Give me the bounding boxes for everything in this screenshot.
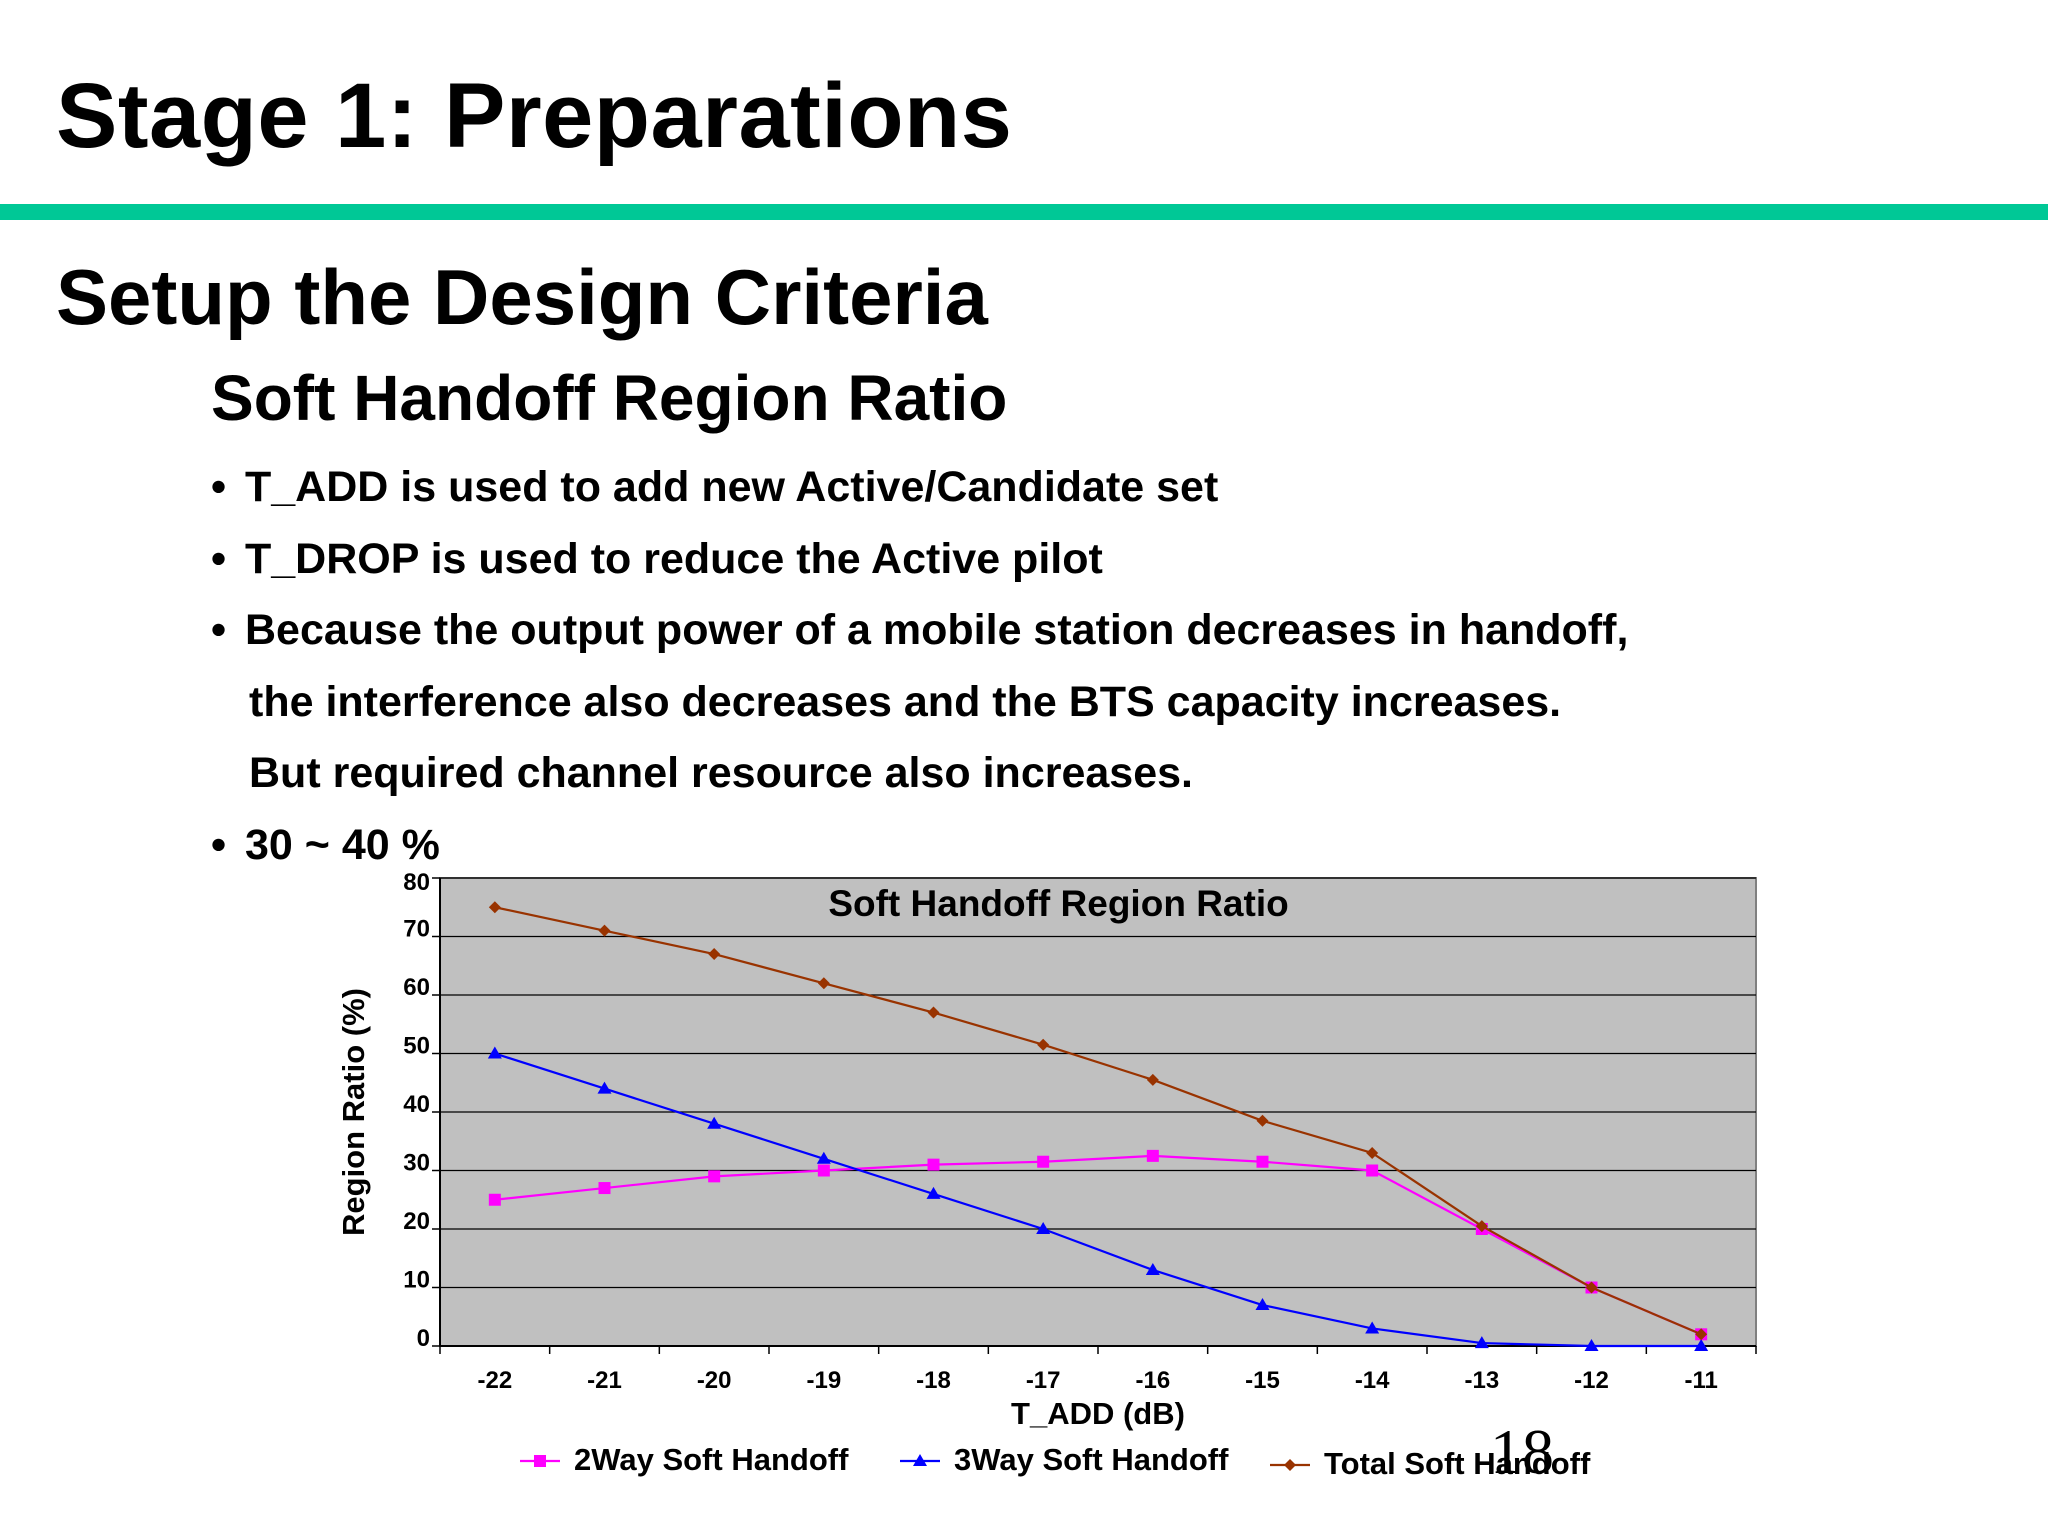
legend-marker-total-soft-handoff	[1284, 1459, 1296, 1471]
x-tick-label: -18	[916, 1367, 951, 1394]
slide-title: Stage 1: Preparations	[56, 70, 1012, 162]
bullet-text: 30 ~ 40 %	[245, 821, 440, 869]
bullet-item: T_ADD is used to add new Active/Candidat…	[211, 452, 1628, 524]
sub-heading: Soft Handoff Region Ratio	[211, 366, 1007, 430]
y-tick-label: 70	[403, 916, 430, 943]
bullet-text: Because the output power of a mobile sta…	[245, 606, 1628, 654]
x-axis-label: T_ADD (dB)	[1011, 1396, 1185, 1431]
title-divider	[0, 204, 2048, 220]
x-tick-label: -16	[1135, 1367, 1170, 1394]
page-number: 18	[1490, 1420, 1554, 1484]
x-tick-label: -20	[697, 1367, 732, 1394]
data-point-2way-soft-handoff	[1037, 1156, 1049, 1168]
y-tick-label: 60	[403, 974, 430, 1001]
data-point-2way-soft-handoff	[1366, 1165, 1378, 1177]
data-point-2way-soft-handoff	[1257, 1156, 1269, 1168]
bullet-text: T_ADD is used to add new Active/Candidat…	[245, 463, 1218, 511]
chart-title: Soft Handoff Region Ratio	[828, 883, 1288, 924]
legend-marker-2way-soft-handoff	[534, 1455, 546, 1467]
bullet-list: T_ADD is used to add new Active/Candidat…	[211, 452, 1628, 881]
data-point-2way-soft-handoff	[818, 1165, 830, 1177]
bullet-continuation: the interference also decreases and the …	[245, 667, 1628, 739]
soft-handoff-chart: 0 10 20 30 40 50 60 70 80 -22 -21 -20 -19 -18 -17 -16 -1…	[340, 868, 1760, 1498]
y-tick-label: 50	[403, 1033, 430, 1060]
legend-label-3way-soft-handoff: 3Way Soft Handoff	[954, 1442, 1229, 1477]
y-tick-label: 10	[403, 1267, 430, 1294]
y-tick-label: 20	[403, 1208, 430, 1235]
data-point-2way-soft-handoff	[928, 1159, 940, 1171]
bullet-item: T_DROP is used to reduce the Active pilo…	[211, 524, 1628, 596]
bullet-text: T_DROP is used to reduce the Active pilo…	[245, 535, 1103, 583]
x-tick-label: -13	[1464, 1367, 1499, 1394]
data-point-2way-soft-handoff	[599, 1182, 611, 1194]
x-tick-label: -12	[1574, 1367, 1609, 1394]
x-tick-label: -19	[806, 1367, 841, 1394]
x-tick-label: -15	[1245, 1367, 1280, 1394]
x-tick-label: -11	[1684, 1367, 1717, 1394]
bullet-item: Because the output power of a mobile sta…	[211, 595, 1628, 810]
bullet-continuation: But required channel resource also incre…	[245, 738, 1628, 810]
section-heading: Setup the Design Criteria	[56, 258, 988, 336]
data-point-2way-soft-handoff	[1147, 1150, 1159, 1162]
y-tick-label: 80	[403, 869, 430, 896]
y-axis-label: Region Ratio (%)	[340, 988, 371, 1236]
x-tick-label: -22	[477, 1367, 512, 1394]
x-tick-label: -14	[1355, 1367, 1390, 1394]
x-tick-label: -17	[1026, 1367, 1061, 1394]
legend-label-2way-soft-handoff: 2Way Soft Handoff	[574, 1442, 849, 1477]
y-tick-label: 0	[417, 1325, 430, 1352]
y-tick-label: 30	[403, 1150, 430, 1177]
chart-svg: 0 10 20 30 40 50 60 70 80 -22 -21 -20 -19 -18 -17 -16 -1…	[340, 868, 1760, 1498]
x-tick-label: -21	[587, 1367, 622, 1394]
data-point-2way-soft-handoff	[489, 1194, 501, 1206]
y-tick-label: 40	[403, 1091, 430, 1118]
data-point-2way-soft-handoff	[708, 1170, 720, 1182]
